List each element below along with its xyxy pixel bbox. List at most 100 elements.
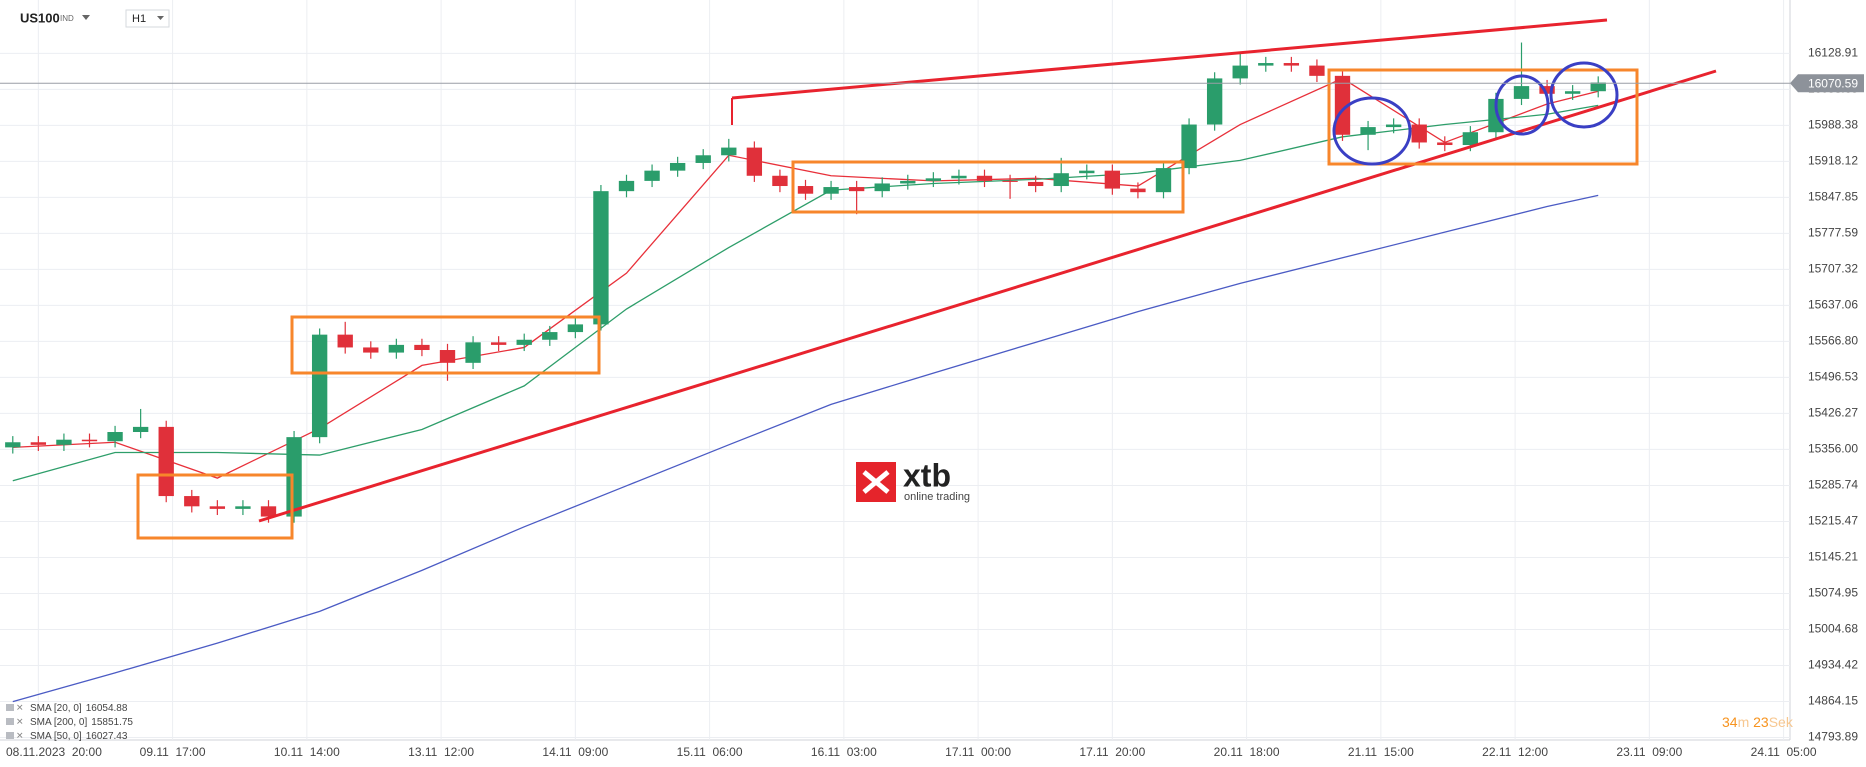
legend-entry: SMA [50, 0] 16027.43 [30,731,128,742]
candle-body [797,186,814,194]
timeframe[interactable]: H1 [132,13,146,25]
candle-body [209,506,226,509]
candle-body [1462,132,1479,146]
logo-mark [862,470,890,494]
y-tick-label: 15918.12 [1808,154,1858,168]
legend-value: 16027.43 [86,731,128,742]
countdown-sec-unit: Sek [1769,714,1794,730]
y-tick-label: 15145.21 [1808,550,1858,564]
y-tick-label: 15566.80 [1808,334,1858,348]
candle-body [1053,173,1069,187]
y-tick-label: 15847.85 [1808,190,1858,204]
candle-body [1513,86,1530,99]
candle-body [1385,124,1402,128]
candle-body [1027,181,1044,187]
candle-body [848,187,865,192]
candle-body [542,332,558,340]
candle-body [235,506,251,509]
sma-line [12,77,1599,479]
candle-body [1155,168,1172,193]
candle-body [1360,127,1376,135]
range-box [290,315,601,375]
legend-entry: SMA [200, 0] 15851.75 [30,717,133,728]
candle-body [388,344,405,353]
x-tick-label: 09.11 17:00 [140,745,206,759]
candle-body [1181,124,1197,169]
x-tick-label: 22.11 12:00 [1482,745,1548,759]
legend-close: ✕ [16,716,24,726]
logo-tagline: online trading [904,491,970,503]
candle-body [1079,170,1095,174]
highlight-circle [1494,74,1550,136]
x-tick-label: 10.11 14:00 [274,745,340,759]
candle-body [1206,78,1223,125]
y-tick-label: 15004.68 [1808,622,1858,636]
range-box [1327,68,1639,166]
price-label: 16070.59 [1808,76,1858,90]
y-tick-label: 15215.47 [1808,514,1858,528]
candle-body [976,175,993,181]
range-box [791,160,1185,214]
candle-body [695,155,711,163]
candle-body [1309,65,1325,76]
y-tick-label: 15496.53 [1808,370,1858,384]
candle-body [925,178,942,181]
highlight-circle [1332,96,1412,166]
sma-line [12,194,1599,703]
legend-name: SMA [20, 0] [30,703,82,714]
y-tick-label: 15707.32 [1808,262,1858,276]
y-tick-label: 14934.42 [1808,658,1858,672]
price-tag [1790,74,1864,93]
price-marker: 16070.59 [0,74,1864,93]
legend-close: ✕ [16,702,24,712]
range-box [136,473,294,540]
candle-body [516,339,532,345]
candle-body [1334,75,1351,135]
candle-body [772,175,788,187]
legend-entry: SMA [20, 0] 16054.88 [30,703,128,714]
candle-body [465,342,481,363]
candle-body [1104,170,1121,189]
legend: ✕ SMA [20, 0] 16054.88 ✕ SMA [200, 0] 15851.7… [6,702,133,742]
timeframe-box[interactable] [125,9,170,28]
y-tick-label: 14864.15 [1808,694,1858,708]
x-tick-label: 24.11 05:00 [1751,745,1817,759]
candle-body [81,439,98,442]
legend-value: 15851.75 [91,717,133,728]
candle-body [107,432,123,442]
candle-body [1232,65,1248,79]
logo-name: xtb [903,457,951,493]
countdown-minutes: 34 [1722,714,1738,730]
x-tick-label: 17.11 20:00 [1079,745,1145,759]
candle-body [567,324,584,333]
candle-body [30,442,47,445]
resistance-line [731,18,1608,100]
countdown: 34m 23Sek [1722,714,1794,730]
candle-body [439,350,456,363]
x-tick-label: 17.11 00:00 [945,745,1011,759]
candle-body [184,496,200,507]
y-tick-label: 15988.38 [1808,118,1858,132]
toolbar: US100 IND H1 [20,9,170,28]
legend-icon [6,704,14,711]
support-line [258,69,1717,523]
x-tick-label: 20.11 18:00 [1214,745,1280,759]
candle-body [721,147,737,156]
x-tick-label: 21.11 15:00 [1348,745,1414,759]
candle-body [823,187,839,194]
candle-body [1590,82,1606,92]
logo: xtb online trading [856,457,970,503]
highlight-circle [1549,61,1619,129]
timeframe-dropdown[interactable] [157,16,164,20]
candle-body [900,180,916,184]
candle-body [1130,188,1146,193]
overlay-layer [12,77,1599,703]
candle-body [414,344,430,351]
symbol[interactable]: US100 [20,10,60,25]
symbol-dropdown[interactable] [82,15,90,20]
candle-layer [5,42,1606,523]
candle-body [490,342,507,345]
legend-icon [6,732,14,739]
